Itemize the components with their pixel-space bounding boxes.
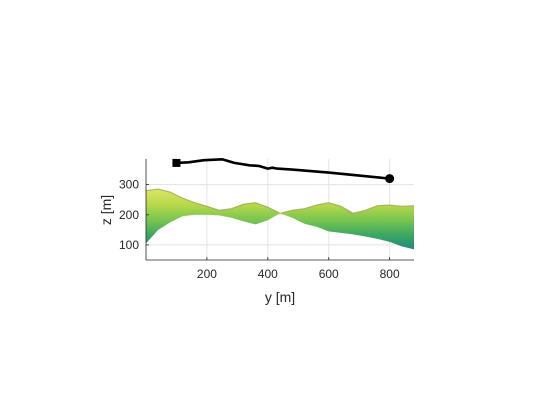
x-axis-ticks: 200 400 600 800 xyxy=(197,257,400,281)
x-tick-label: 400 xyxy=(258,267,278,281)
series-layer xyxy=(172,158,395,184)
x-tick-label: 600 xyxy=(319,267,339,281)
y-axis-label: z [m] xyxy=(98,195,114,225)
x-tick-label: 200 xyxy=(197,267,217,281)
path-line xyxy=(175,158,391,180)
y-tick-label: 300 xyxy=(119,178,139,192)
terrain-ridge xyxy=(146,188,414,214)
x-tick-label: 800 xyxy=(380,267,400,281)
plot-area: 200 400 600 800 100 200 300 xyxy=(119,158,414,281)
y-tick-label: 200 xyxy=(119,208,139,222)
axes xyxy=(145,159,414,261)
start-marker xyxy=(172,158,181,167)
terrain-area xyxy=(146,189,414,250)
y-axis-ticks: 100 200 300 xyxy=(119,178,149,252)
x-axis-label: y [m] xyxy=(265,289,295,305)
y-tick-label: 100 xyxy=(119,238,139,252)
end-marker xyxy=(385,174,395,184)
terrain-surface xyxy=(146,188,414,250)
